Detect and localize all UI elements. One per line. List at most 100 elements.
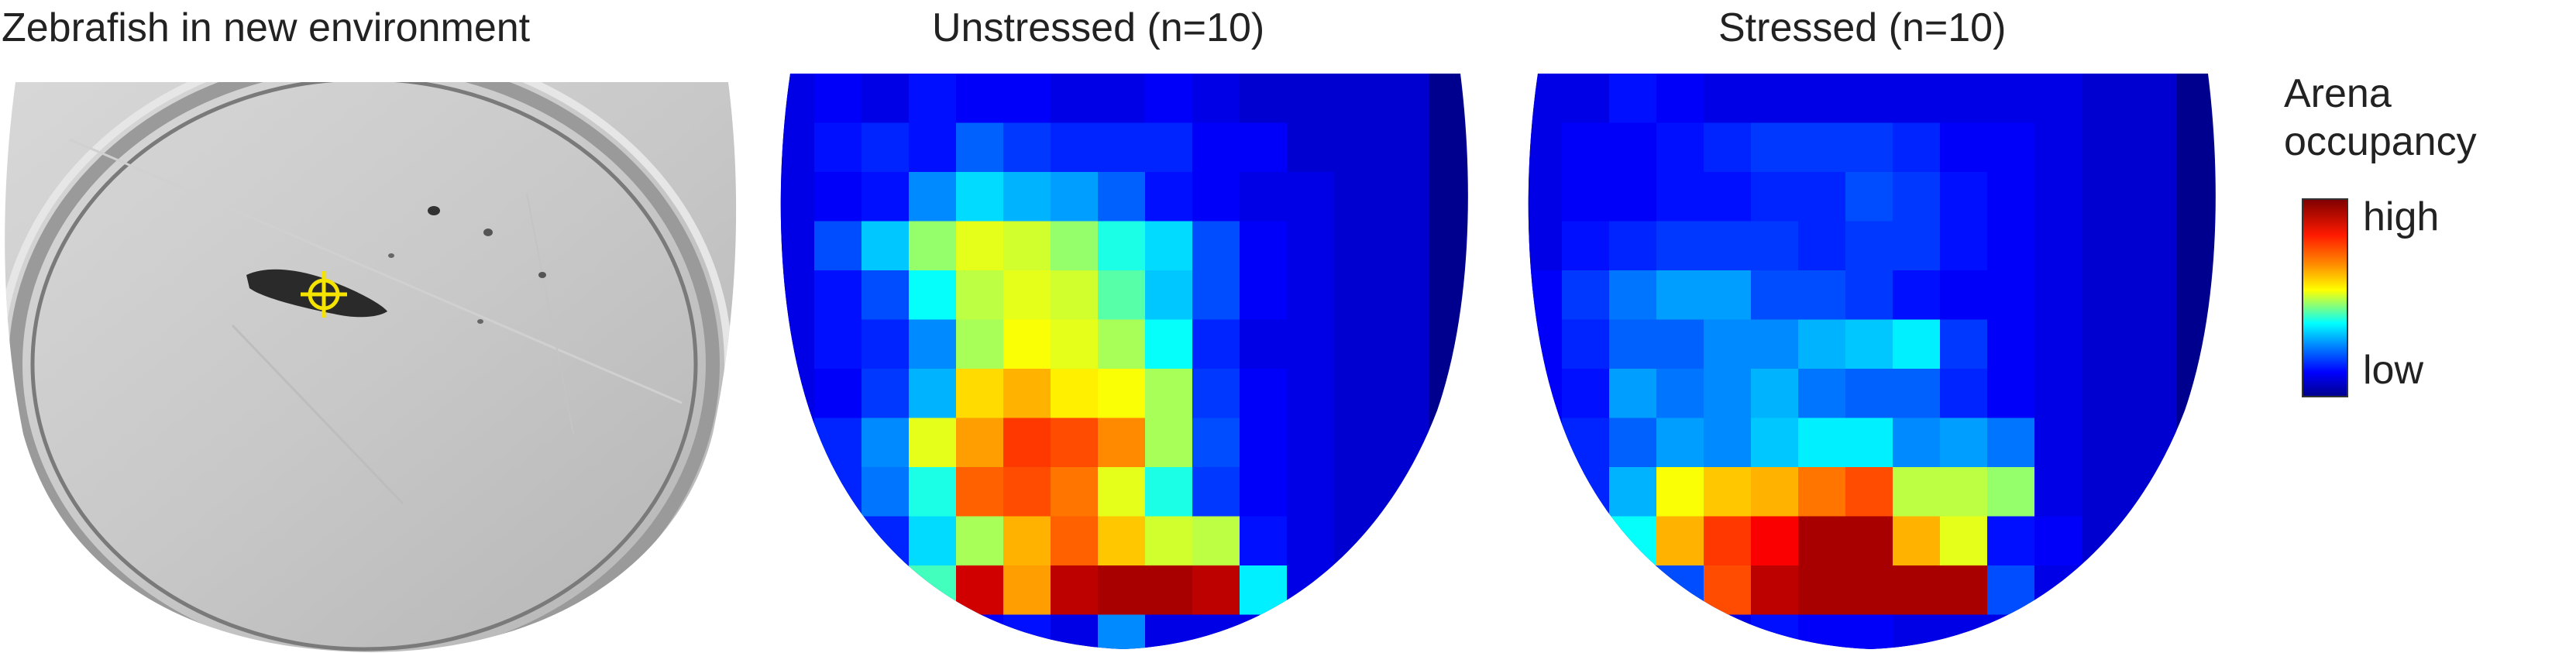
unstressed-heatmap-cell: [1003, 172, 1051, 222]
unstressed-heatmap-cell: [1098, 467, 1146, 517]
unstressed-heatmap-cell: [956, 614, 1004, 649]
unstressed-heatmap-cell: [1334, 467, 1382, 517]
stressed-heatmap-cell: [1528, 122, 1563, 173]
stressed-heatmap-cell: [1609, 565, 1657, 615]
unstressed-heatmap-cell: [1334, 418, 1382, 468]
stressed-heatmap-cell: [1798, 369, 1846, 418]
unstressed-heatmap-cell: [1192, 565, 1240, 615]
colorbar: [2302, 198, 2348, 397]
unstressed-heatmap-cell: [862, 467, 910, 517]
unstressed-heatmap-cell: [780, 418, 815, 468]
unstressed-heatmap-cell: [1051, 270, 1099, 320]
stressed-heatmap-cell: [1704, 319, 1752, 369]
unstressed-heatmap-cell: [1287, 565, 1335, 615]
unstressed-heatmap-cell: [909, 418, 957, 468]
unstressed-heatmap-cell: [909, 74, 957, 123]
unstressed-heatmap-cell: [1192, 74, 1240, 123]
stressed-heatmap-cell: [1940, 74, 1988, 123]
stressed-heatmap-cell: [2082, 122, 2130, 173]
unstressed-heatmap-cell: [1098, 122, 1146, 173]
stressed-heatmap-cell: [1528, 467, 1563, 517]
unstressed-heatmap-cell: [1240, 369, 1288, 418]
stressed-heatmap-cell: [1562, 319, 1610, 369]
stressed-heatmap-cell: [1528, 221, 1563, 271]
unstressed-heatmap-cell: [1240, 270, 1288, 320]
unstressed-heatmap-cell: [909, 565, 957, 615]
stressed-heatmap-cell: [1940, 565, 1988, 615]
unstressed-heatmap-cell: [1145, 74, 1193, 123]
unstressed-heatmap-cell: [862, 270, 910, 320]
unstressed-heatmap-cell: [1003, 467, 1051, 517]
stressed-heatmap-cell: [2129, 74, 2177, 123]
unstressed-heatmap-cell: [1192, 369, 1240, 418]
unstressed-heatmap-cell: [1145, 270, 1193, 320]
unstressed-heatmap-cell: [862, 369, 910, 418]
unstressed-heatmap-cell: [1051, 221, 1099, 271]
unstressed-heatmap-cell: [1098, 516, 1146, 566]
stressed-heatmap-cell: [2034, 418, 2082, 468]
unstressed-heatmap-cell: [909, 467, 957, 517]
unstressed-heatmap-cell: [1192, 516, 1240, 566]
unstressed-heatmap-cell: [1287, 122, 1335, 173]
stressed-heatmap-cell: [1656, 122, 1704, 173]
unstressed-heatmap-cell: [862, 74, 910, 123]
stressed-heatmap-cell: [2082, 74, 2130, 123]
unstressed-heatmap-cell: [1003, 565, 1051, 615]
stressed-heatmap-cell: [1562, 74, 1610, 123]
stressed-heatmap-cell: [1656, 319, 1704, 369]
unstressed-heatmap-cell: [909, 369, 957, 418]
unstressed-heatmap-cell: [780, 172, 815, 222]
stressed-heatmap-cell: [1609, 369, 1657, 418]
stressed-heatmap-cell: [1798, 565, 1846, 615]
unstressed-heatmap-cell: [862, 516, 910, 566]
stressed-heatmap-cell: [1751, 122, 1799, 173]
unstressed-heatmap-cell: [1287, 418, 1335, 468]
stressed-heatmap-cell: [1940, 369, 1988, 418]
unstressed-heatmap-cell: [1051, 319, 1099, 369]
unstressed-heatmap-cell: [780, 270, 815, 320]
unstressed-heatmap-cell: [814, 418, 862, 468]
unstressed-heatmap-cell: [1240, 122, 1288, 173]
stressed-heatmap-cell: [1893, 565, 1941, 615]
stressed-heatmap-cell: [1940, 418, 1988, 468]
stressed-heatmap-cell: [2129, 369, 2177, 418]
stressed-heatmap-cell: [2034, 369, 2082, 418]
unstressed-heatmap-cell: [1192, 221, 1240, 271]
unstressed-heatmap-cell: [862, 221, 910, 271]
stressed-heatmap-cell: [2034, 122, 2082, 173]
unstressed-heatmap-cell: [1381, 74, 1429, 123]
unstressed-heatmap-cell: [909, 516, 957, 566]
stressed-heatmap-cell: [1798, 467, 1846, 517]
stressed-heatmap-cell: [2129, 516, 2177, 566]
unstressed-heatmap-cell: [956, 516, 1004, 566]
unstressed-heatmap-cell: [1334, 221, 1382, 271]
unstressed-heatmap-cell: [1240, 221, 1288, 271]
unstressed-heatmap-cell: [1003, 614, 1051, 649]
stressed-heatmap-cell: [2129, 221, 2177, 271]
stressed-heatmap-cell: [1751, 565, 1799, 615]
stressed-heatmap-cell: [1893, 516, 1941, 566]
unstressed-heatmap-cell: [1334, 614, 1382, 649]
unstressed-heatmap-cell: [814, 516, 862, 566]
stressed-heatmap-cell: [2082, 270, 2130, 320]
stressed-heatmap-cell: [2129, 418, 2177, 468]
stressed-heatmap-cell: [1845, 565, 1893, 615]
unstressed-heatmap-cell: [1145, 614, 1193, 649]
stressed-heatmap-cell: [1987, 418, 2035, 468]
stressed-heatmap-cell: [1609, 270, 1657, 320]
unstressed-heatmap-cell: [909, 319, 957, 369]
stressed-heatmap-cell: [2129, 614, 2177, 649]
unstressed-heatmap-cell: [1381, 369, 1429, 418]
unstressed-heatmap-cell: [1240, 172, 1288, 222]
unstressed-heatmap-cell: [1003, 74, 1051, 123]
unstressed-heatmap-cell: [1051, 516, 1099, 566]
unstressed-heatmap-cell: [1003, 221, 1051, 271]
stressed-heatmap-cell: [1893, 319, 1941, 369]
unstressed-heatmap-cell: [1051, 418, 1099, 468]
stressed-heatmap-cell: [1528, 319, 1563, 369]
stressed-heatmap-cell: [1704, 122, 1752, 173]
stressed-heatmap-cell: [1562, 369, 1610, 418]
stressed-heatmap-cell: [1528, 516, 1563, 566]
unstressed-heatmap-cell: [1381, 172, 1429, 222]
